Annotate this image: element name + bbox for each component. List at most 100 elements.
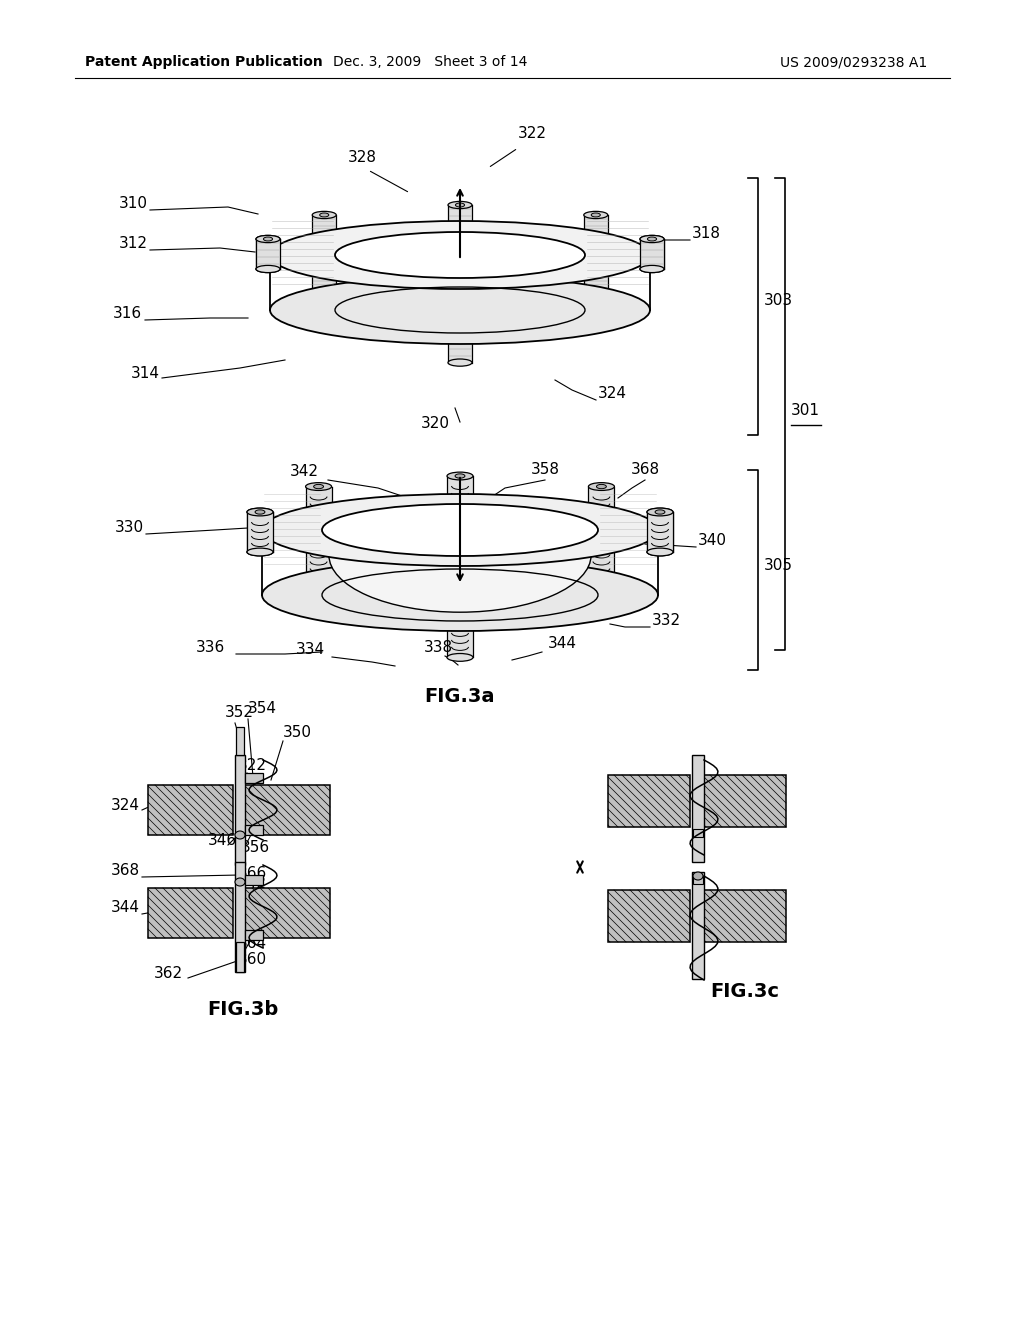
Ellipse shape	[589, 574, 614, 581]
Ellipse shape	[591, 261, 600, 265]
Text: 340: 340	[698, 533, 727, 548]
Ellipse shape	[256, 265, 280, 273]
Text: 322: 322	[518, 125, 547, 141]
Ellipse shape	[305, 523, 332, 531]
Bar	[245, 774, 263, 783]
Ellipse shape	[447, 512, 473, 520]
Bar	[589, 537, 614, 577]
Text: 310: 310	[119, 195, 148, 211]
Text: 368: 368	[111, 863, 140, 878]
Ellipse shape	[329, 498, 591, 612]
Ellipse shape	[447, 231, 472, 239]
Ellipse shape	[455, 474, 465, 478]
Text: US 2009/0293238 A1: US 2009/0293238 A1	[780, 55, 928, 69]
Text: 352: 352	[225, 705, 254, 719]
Bar	[245, 875, 263, 884]
Text: 368: 368	[631, 462, 659, 477]
Bar	[647, 512, 673, 552]
Text: 360: 360	[238, 952, 267, 968]
Ellipse shape	[305, 574, 332, 581]
Ellipse shape	[647, 548, 673, 556]
Text: FIG.3c: FIG.3c	[711, 982, 779, 1001]
Text: 342: 342	[238, 876, 267, 891]
Ellipse shape	[256, 265, 280, 273]
Ellipse shape	[255, 510, 265, 515]
Ellipse shape	[247, 548, 273, 556]
Ellipse shape	[589, 533, 614, 541]
Ellipse shape	[262, 494, 658, 566]
Bar	[236, 727, 244, 755]
Ellipse shape	[312, 260, 336, 267]
Ellipse shape	[247, 508, 273, 516]
Text: 324: 324	[111, 799, 140, 813]
Ellipse shape	[234, 832, 245, 840]
Bar	[692, 755, 705, 862]
Ellipse shape	[449, 269, 472, 277]
Text: 342: 342	[290, 465, 318, 479]
Text: 362: 362	[154, 966, 182, 981]
Ellipse shape	[640, 235, 664, 243]
Bar	[247, 512, 273, 552]
Bar	[234, 755, 245, 865]
Text: Dec. 3, 2009   Sheet 3 of 14: Dec. 3, 2009 Sheet 3 of 14	[333, 55, 527, 69]
Ellipse shape	[234, 878, 245, 886]
Bar	[447, 477, 473, 516]
Ellipse shape	[597, 536, 606, 540]
Ellipse shape	[647, 508, 673, 516]
Ellipse shape	[449, 300, 472, 306]
Text: 338: 338	[424, 640, 453, 655]
Bar	[256, 239, 280, 269]
Ellipse shape	[647, 238, 656, 242]
Bar	[584, 263, 608, 293]
Ellipse shape	[312, 211, 336, 219]
Bar	[245, 825, 263, 836]
Text: 303: 303	[764, 293, 794, 308]
Ellipse shape	[584, 242, 608, 248]
Ellipse shape	[263, 238, 272, 242]
Ellipse shape	[447, 544, 473, 552]
Bar	[449, 273, 472, 304]
Bar	[234, 862, 245, 972]
Ellipse shape	[247, 508, 273, 516]
Ellipse shape	[647, 548, 673, 556]
Ellipse shape	[447, 473, 473, 480]
Bar	[584, 215, 608, 246]
Ellipse shape	[256, 235, 280, 243]
Ellipse shape	[263, 238, 272, 242]
Text: 328: 328	[348, 150, 377, 165]
Bar	[640, 239, 664, 269]
Ellipse shape	[655, 510, 665, 515]
Ellipse shape	[270, 220, 650, 289]
Text: 314: 314	[131, 366, 160, 381]
Bar	[640, 239, 664, 269]
Bar	[705, 890, 786, 942]
Bar	[705, 775, 786, 828]
Text: 322: 322	[238, 758, 267, 774]
Ellipse shape	[256, 235, 280, 243]
Text: 320: 320	[421, 416, 450, 432]
Ellipse shape	[312, 289, 336, 297]
Ellipse shape	[319, 261, 329, 265]
Ellipse shape	[449, 327, 472, 334]
Ellipse shape	[589, 483, 614, 491]
Bar	[449, 330, 472, 363]
Text: 350: 350	[283, 725, 312, 741]
Bar	[693, 876, 703, 884]
Bar	[589, 487, 614, 527]
Text: 312: 312	[119, 236, 148, 251]
Ellipse shape	[447, 583, 473, 591]
Ellipse shape	[449, 359, 472, 366]
Ellipse shape	[456, 271, 465, 275]
Bar	[245, 888, 330, 939]
Bar	[447, 205, 472, 235]
Ellipse shape	[597, 484, 606, 488]
Ellipse shape	[322, 504, 598, 556]
Bar	[447, 615, 473, 657]
Ellipse shape	[305, 483, 332, 491]
Text: 324: 324	[598, 385, 627, 401]
Ellipse shape	[591, 213, 600, 216]
Text: 366: 366	[238, 866, 267, 880]
Text: 305: 305	[764, 558, 793, 573]
Bar	[608, 775, 690, 828]
Text: 336: 336	[196, 640, 225, 655]
